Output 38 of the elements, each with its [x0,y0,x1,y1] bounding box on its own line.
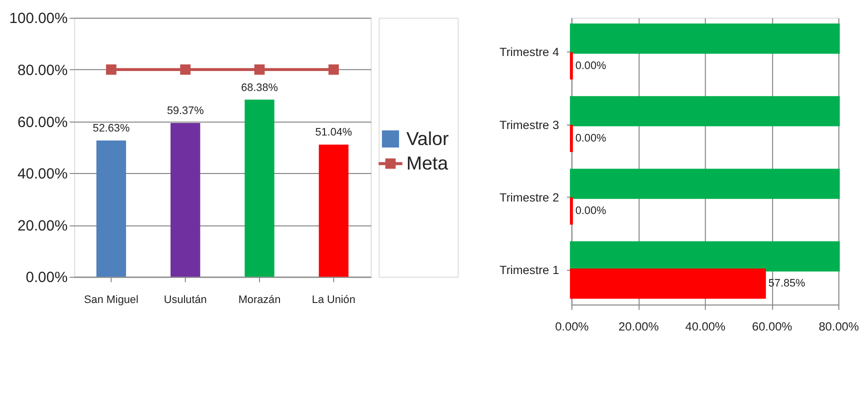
y-tick-label: Trimestre 2 [500,190,560,204]
x-tick-label: 80.00% [818,320,860,334]
legend-label: Valor [406,128,449,149]
data-label: 52.63% [92,122,130,135]
x-tick-label: Morazán [238,294,281,306]
x-tick-label: 20.00% [618,320,660,334]
bar [570,168,840,199]
y-tick-label: 80.00% [17,63,68,80]
data-label: 57.85% [768,278,806,290]
x-tick-label: 0.00% [555,320,590,334]
data-label: 0.00% [575,204,606,217]
y-tick-label: 100.00% [9,11,68,28]
data-label: 59.37% [166,105,204,118]
bar [318,144,348,277]
y-tick-label: 0.00% [26,270,68,286]
x-tick-label: San Miguel [84,294,138,306]
legend-label: Meta [406,152,449,174]
bar [570,96,840,126]
y-tick-label: 40.00% [17,166,68,183]
x-tick-label: 60.00% [752,320,793,334]
y-tick-label: 20.00% [17,218,68,234]
data-label: 0.00% [575,132,606,144]
x-tick-label: 40.00% [685,320,726,334]
y-tick-label: Trimestre 1 [500,262,560,277]
x-tick-label: La Unión [312,294,356,306]
x-tick-label: Usulután [164,294,207,306]
data-label: 68.38% [241,82,278,94]
y-tick-label: Trimestre 3 [500,118,560,132]
data-label: 0.00% [575,60,606,72]
y-tick-label: Trimestre 4 [500,45,560,60]
y-tick-label: 60.00% [17,114,68,131]
bar [244,100,274,277]
bar [570,241,840,272]
bar [96,140,126,277]
bar [570,268,766,299]
bar [570,24,840,54]
bar [170,123,200,277]
data-label: 51.04% [315,126,352,139]
